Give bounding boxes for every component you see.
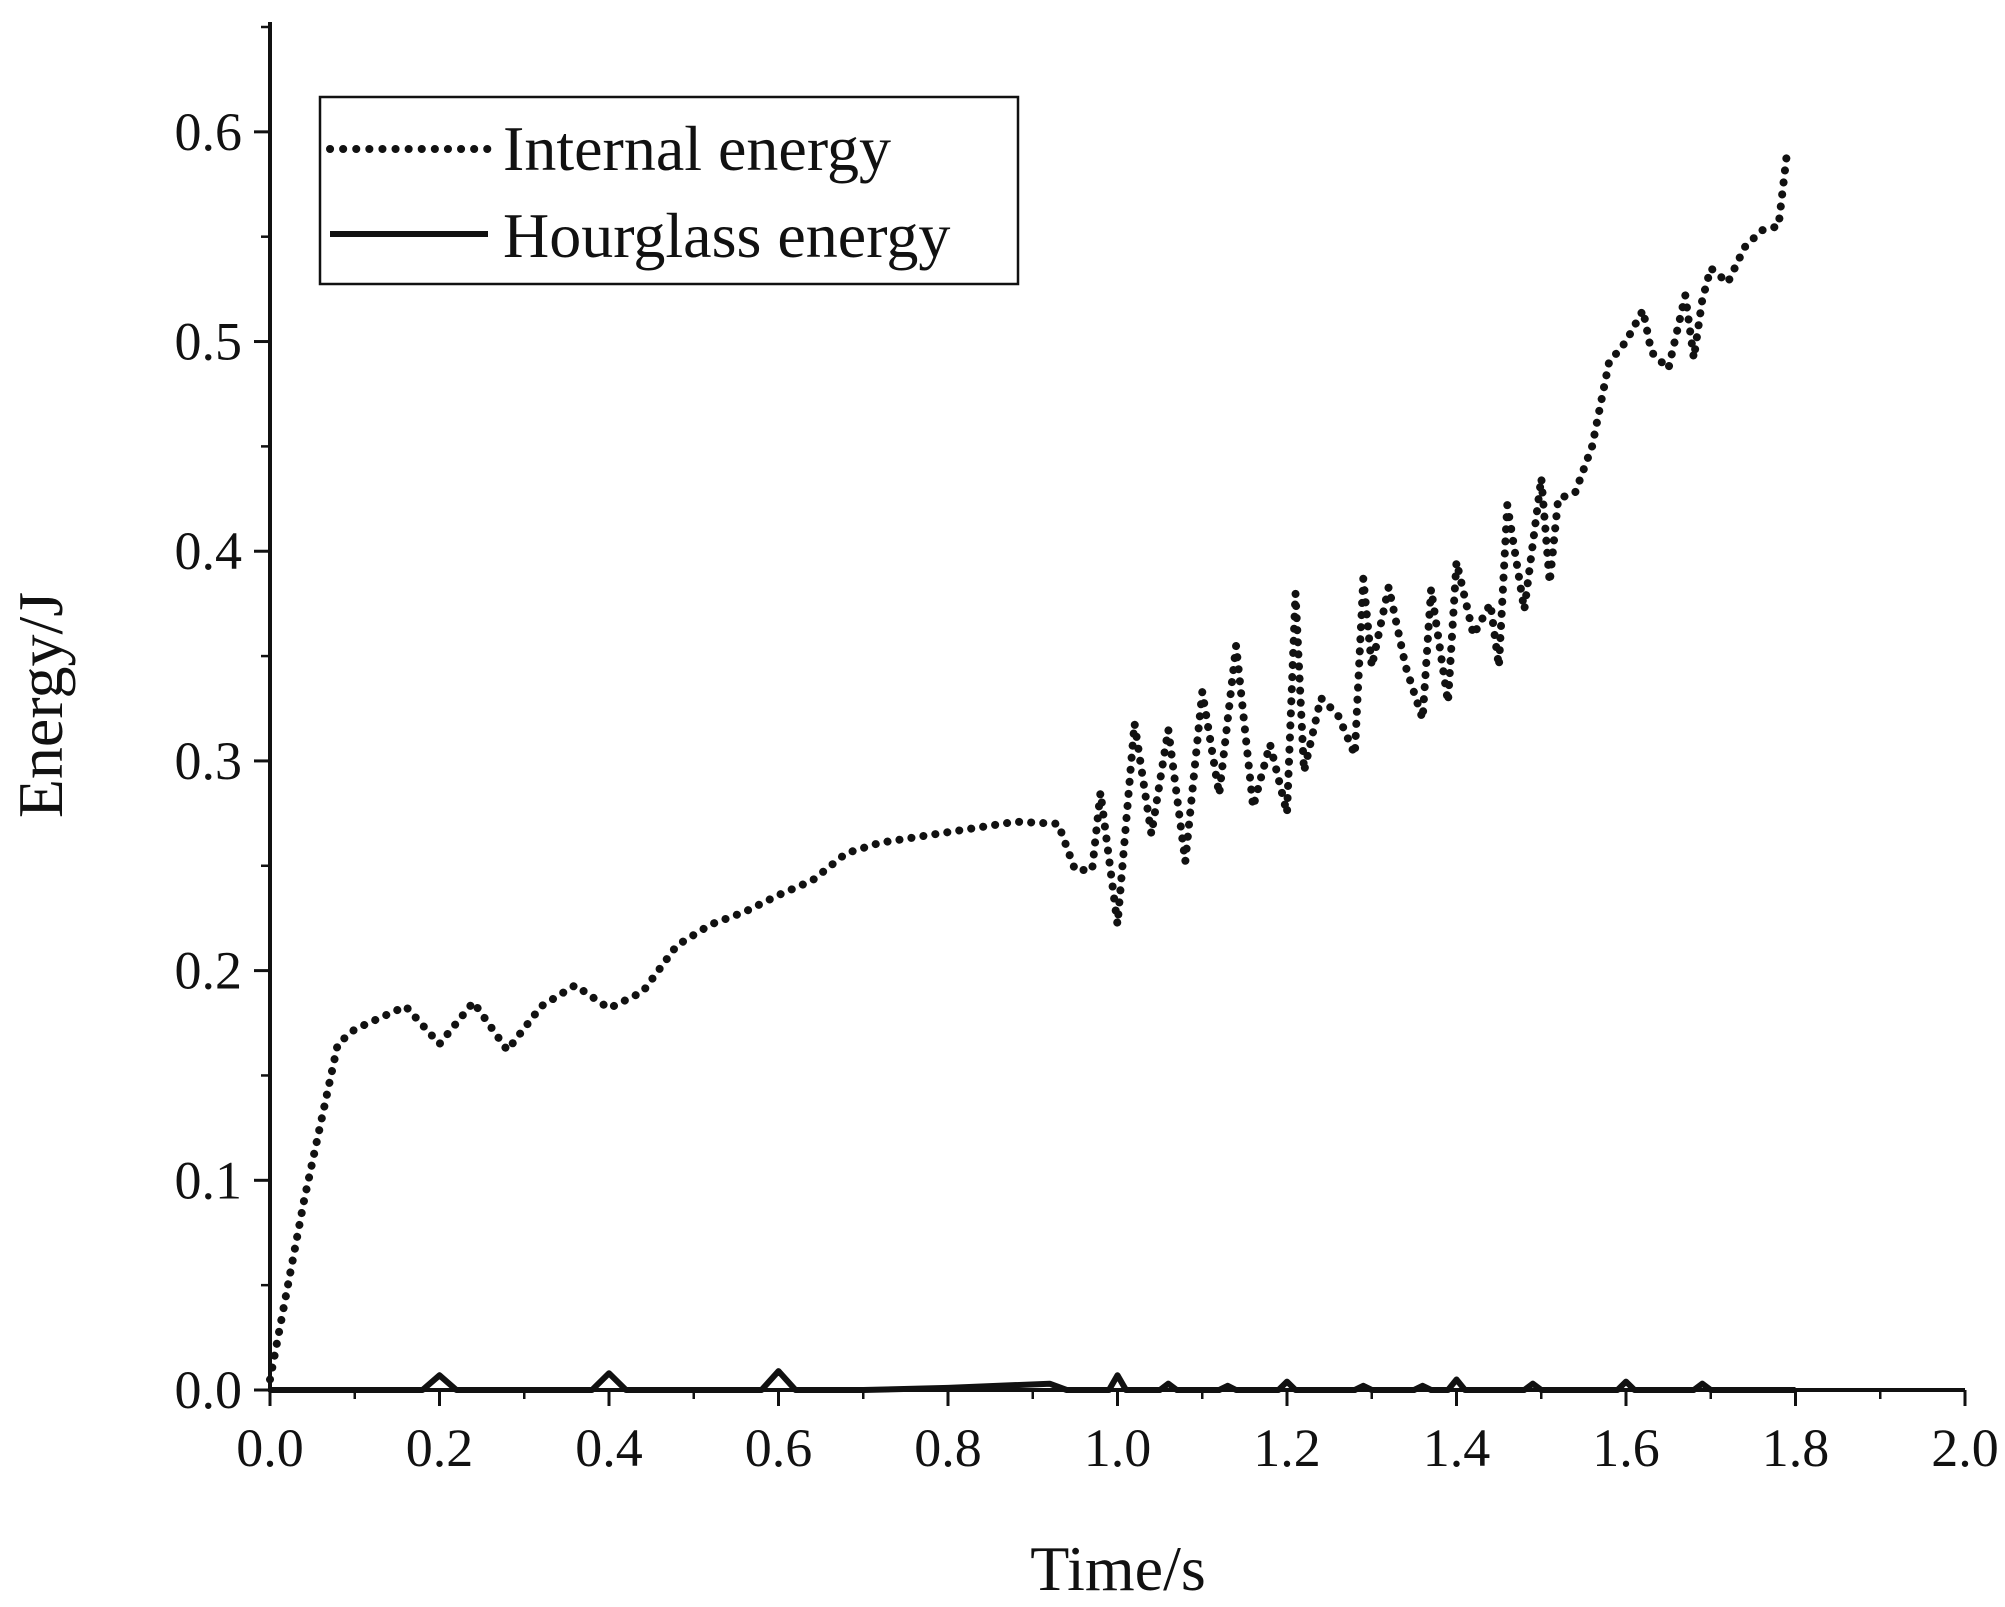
y-tick-label: 0.0 — [175, 1360, 243, 1420]
x-tick-label: 0.6 — [745, 1418, 813, 1478]
x-tick-label: 0.8 — [914, 1418, 982, 1478]
y-tick-label: 0.2 — [175, 941, 243, 1001]
x-tick-label: 1.6 — [1592, 1418, 1660, 1478]
y-tick-label: 0.5 — [175, 312, 243, 372]
series-line-internal-energy — [266, 148, 1791, 1384]
y-axis-title: Energy/J — [5, 592, 76, 818]
y-tick-label: 0.1 — [175, 1150, 243, 1210]
x-tick-label: 2.0 — [1931, 1418, 1999, 1478]
x-ticks: 0.0 0.2 0.4 0.6 0.8 1.0 1.2 1.4 1.6 1.8 2.0 — [236, 1390, 1999, 1478]
x-tick-label: 1.8 — [1762, 1418, 1830, 1478]
x-tick-label: 0.0 — [236, 1418, 304, 1478]
legend-box — [318, 95, 1020, 286]
x-tick-label: 1.4 — [1423, 1418, 1491, 1478]
y-ticks: 0.0 0.1 0.2 0.3 0.4 0.5 0.6 — [175, 25, 270, 1420]
series-layer — [266, 148, 1796, 1393]
y-tick-label: 0.3 — [175, 731, 243, 791]
x-tick-label: 1.2 — [1253, 1418, 1321, 1478]
x-tick-label: 0.2 — [406, 1418, 474, 1478]
y-tick-label: 0.4 — [175, 521, 243, 581]
legend: Internal energy Hourglass energy — [318, 95, 1020, 286]
y-tick-label: 0.6 — [175, 102, 243, 162]
x-tick-label: 0.4 — [575, 1418, 643, 1478]
series-points-internal-energy — [270, 153, 1787, 1380]
x-axis-title: Time/s — [1030, 1533, 1206, 1604]
legend-label-internal-energy: Internal energy — [503, 113, 891, 184]
legend-label-hourglass-energy: Hourglass energy — [503, 200, 950, 271]
series-line-hourglass-energy — [270, 1368, 1796, 1393]
x-tick-label: 1.0 — [1084, 1418, 1152, 1478]
